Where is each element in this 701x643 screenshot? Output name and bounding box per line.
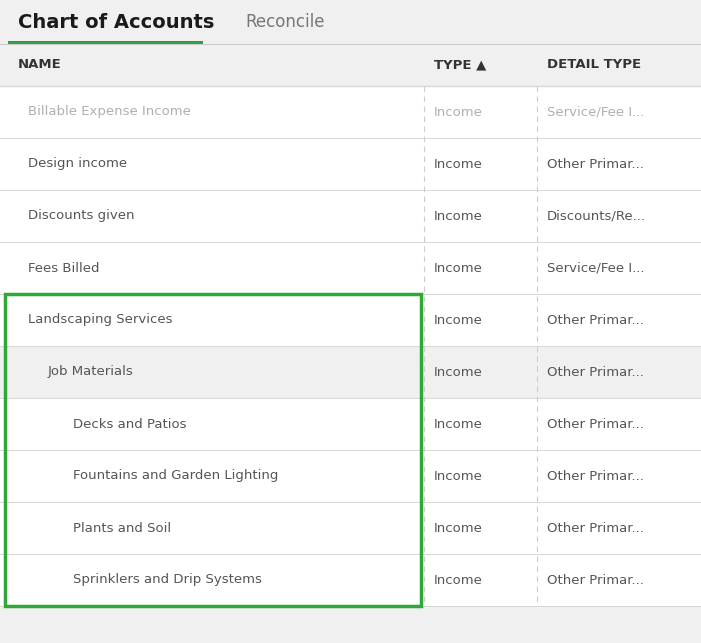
Text: DETAIL TYPE: DETAIL TYPE xyxy=(547,59,641,71)
Bar xyxy=(8,41,203,44)
Text: Income: Income xyxy=(434,210,483,222)
Bar xyxy=(0,242,701,294)
Text: Sprinklers and Drip Systems: Sprinklers and Drip Systems xyxy=(73,574,262,586)
Text: Other Primar...: Other Primar... xyxy=(547,521,644,534)
Text: Discounts/Re...: Discounts/Re... xyxy=(547,210,646,222)
Bar xyxy=(0,450,701,502)
Bar xyxy=(0,86,701,138)
Text: Other Primar...: Other Primar... xyxy=(547,158,644,170)
Text: Income: Income xyxy=(434,105,483,118)
Text: TYPE ▲: TYPE ▲ xyxy=(434,59,486,71)
Bar xyxy=(0,346,701,398)
Text: Income: Income xyxy=(434,158,483,170)
Bar xyxy=(0,190,701,242)
Text: Other Primar...: Other Primar... xyxy=(547,469,644,482)
Bar xyxy=(0,0,701,44)
Text: Chart of Accounts: Chart of Accounts xyxy=(18,12,215,32)
Text: Fountains and Garden Lighting: Fountains and Garden Lighting xyxy=(73,469,278,482)
Text: Service/Fee I...: Service/Fee I... xyxy=(547,262,644,275)
Bar xyxy=(0,294,701,346)
Text: Other Primar...: Other Primar... xyxy=(547,365,644,379)
Text: Discounts given: Discounts given xyxy=(28,210,135,222)
Text: Income: Income xyxy=(434,417,483,431)
Text: Reconcile: Reconcile xyxy=(245,13,325,31)
Text: Income: Income xyxy=(434,365,483,379)
Text: Fees Billed: Fees Billed xyxy=(28,262,100,275)
Bar xyxy=(0,138,701,190)
Bar xyxy=(0,554,701,606)
Text: Billable Expense Income: Billable Expense Income xyxy=(28,105,191,118)
Text: Income: Income xyxy=(434,521,483,534)
Text: Other Primar...: Other Primar... xyxy=(547,314,644,327)
Text: Design income: Design income xyxy=(28,158,127,170)
Text: Income: Income xyxy=(434,469,483,482)
Text: Job Materials: Job Materials xyxy=(48,365,134,379)
Text: Other Primar...: Other Primar... xyxy=(547,417,644,431)
Bar xyxy=(0,398,701,450)
Text: Plants and Soil: Plants and Soil xyxy=(73,521,171,534)
Text: Service/Fee I...: Service/Fee I... xyxy=(547,105,644,118)
Text: NAME: NAME xyxy=(18,59,62,71)
Text: Decks and Patios: Decks and Patios xyxy=(73,417,186,431)
Bar xyxy=(0,44,701,86)
Text: Income: Income xyxy=(434,314,483,327)
Text: Landscaping Services: Landscaping Services xyxy=(28,314,172,327)
Text: Other Primar...: Other Primar... xyxy=(547,574,644,586)
Bar xyxy=(0,502,701,554)
Bar xyxy=(5,294,421,606)
Text: Income: Income xyxy=(434,262,483,275)
Text: Income: Income xyxy=(434,574,483,586)
